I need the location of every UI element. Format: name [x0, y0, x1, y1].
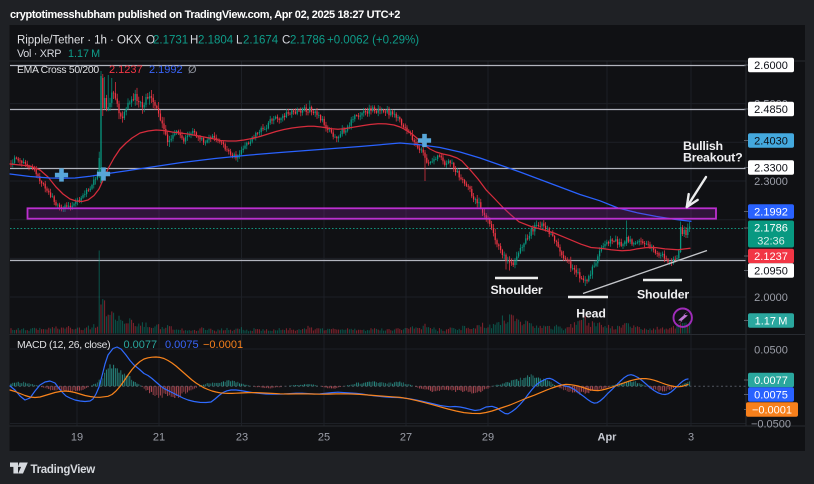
svg-text:−0.0500: −0.0500 [751, 419, 791, 431]
svg-text:L: L [236, 35, 243, 47]
svg-text:2.1992: 2.1992 [754, 206, 788, 218]
svg-text:Vol · XRP: Vol · XRP [17, 48, 61, 60]
svg-text:Apr: Apr [598, 432, 618, 444]
svg-text:2.3300: 2.3300 [754, 162, 788, 174]
svg-text:2.1674: 2.1674 [243, 35, 279, 47]
svg-text:−0.0001: −0.0001 [203, 339, 243, 351]
svg-text:2.6000: 2.6000 [754, 60, 788, 72]
svg-text:Shoulder: Shoulder [637, 288, 689, 302]
svg-text:0.0500: 0.0500 [754, 345, 788, 357]
svg-text:1.17 M: 1.17 M [755, 315, 788, 327]
svg-text:+0.0062 (+0.29%): +0.0062 (+0.29%) [327, 35, 419, 47]
svg-text:29: 29 [482, 432, 494, 444]
svg-text:32:36: 32:36 [757, 236, 785, 248]
svg-text:O: O [146, 35, 155, 47]
svg-text:Ø: Ø [188, 64, 197, 76]
svg-text:21: 21 [153, 432, 165, 444]
svg-text:1.17 M: 1.17 M [68, 48, 100, 60]
svg-text:2.1786: 2.1786 [754, 223, 788, 235]
svg-text:2.1804: 2.1804 [198, 35, 234, 47]
svg-text:Breakout?: Breakout? [683, 151, 742, 165]
svg-text:MACD (12, 26, close): MACD (12, 26, close) [17, 340, 110, 351]
svg-text:3: 3 [688, 432, 694, 444]
svg-text:2.1786: 2.1786 [290, 35, 325, 47]
svg-text:0.0075: 0.0075 [165, 339, 199, 351]
svg-text:2.4030: 2.4030 [754, 135, 788, 147]
svg-text:Ripple/Tether · 1h · OKX: Ripple/Tether · 1h · OKX [17, 35, 141, 47]
svg-text:2.1992: 2.1992 [149, 64, 183, 76]
svg-text:23: 23 [236, 432, 248, 444]
svg-text:0.0077: 0.0077 [754, 375, 788, 387]
svg-text:25: 25 [318, 432, 330, 444]
svg-text:0.0077: 0.0077 [124, 339, 158, 351]
svg-text:2.1237: 2.1237 [754, 251, 788, 263]
svg-text:2.0950: 2.0950 [754, 265, 788, 277]
svg-text:cryptotimesshubham published o: cryptotimesshubham published on TradingV… [10, 9, 400, 21]
svg-text:Bullish: Bullish [683, 139, 723, 153]
svg-text:H: H [190, 35, 198, 47]
svg-text:TradingView: TradingView [31, 464, 96, 476]
svg-text:EMA Cross 50/200: EMA Cross 50/200 [17, 65, 99, 76]
svg-text:Head: Head [576, 307, 605, 321]
svg-text:2.4850: 2.4850 [754, 104, 788, 116]
svg-text:2.0000: 2.0000 [754, 292, 788, 304]
svg-text:−0.0001: −0.0001 [752, 404, 792, 416]
svg-text:C: C [282, 35, 290, 47]
svg-text:0.0075: 0.0075 [754, 389, 788, 401]
svg-text:2.1237: 2.1237 [109, 64, 143, 76]
svg-text:2.1731: 2.1731 [153, 35, 188, 47]
svg-text:2.3000: 2.3000 [754, 176, 788, 188]
svg-text:Shoulder: Shoulder [490, 283, 542, 297]
svg-text:19: 19 [71, 432, 83, 444]
svg-text:27: 27 [400, 432, 412, 444]
